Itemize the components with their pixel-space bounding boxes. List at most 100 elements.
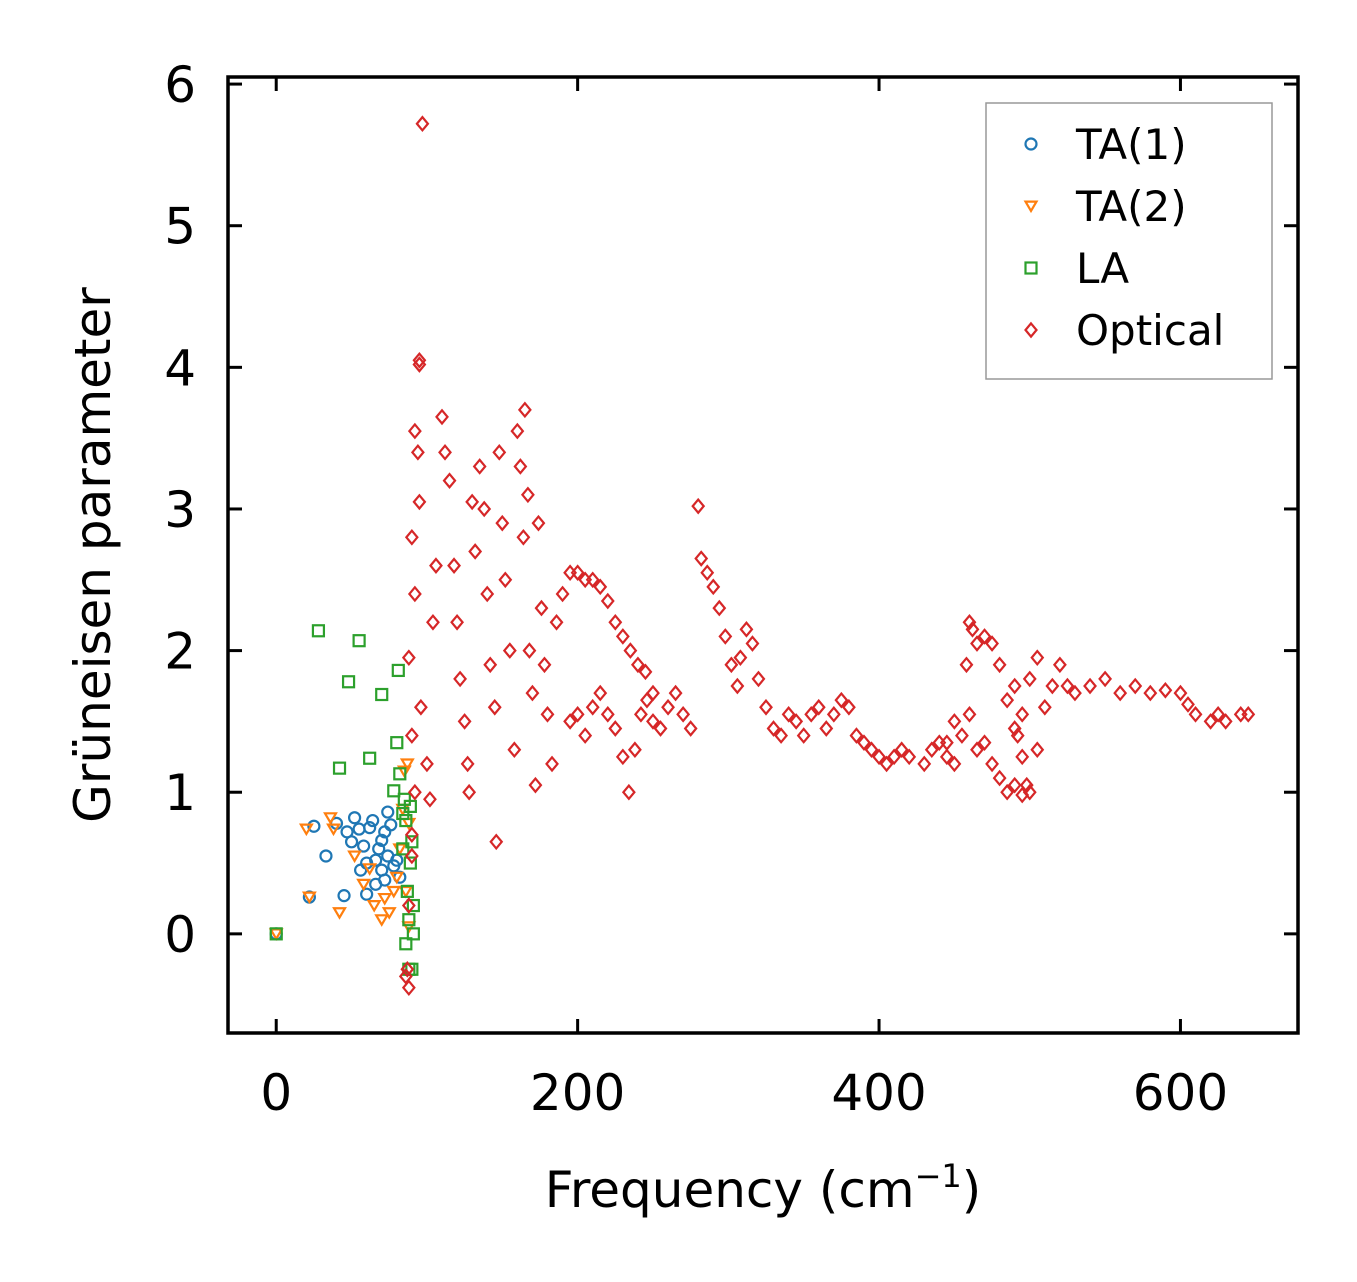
data-point bbox=[399, 758, 415, 772]
data-point bbox=[834, 691, 849, 709]
data-point bbox=[384, 818, 398, 832]
data-point bbox=[751, 670, 766, 688]
data-point bbox=[745, 635, 760, 652]
x-axis-label: Frequency (cm−1) bbox=[545, 1157, 982, 1219]
data-point bbox=[781, 706, 796, 723]
data-point bbox=[269, 927, 283, 941]
data-point bbox=[510, 422, 525, 440]
data-point bbox=[429, 557, 443, 574]
data-point bbox=[1045, 677, 1060, 695]
data-point bbox=[513, 458, 528, 475]
data-point bbox=[1052, 656, 1067, 674]
data-point bbox=[489, 833, 504, 851]
data-point bbox=[555, 585, 570, 603]
data-point bbox=[457, 713, 472, 730]
legend-label: TA(2) bbox=[1075, 182, 1187, 231]
data-point bbox=[483, 656, 498, 674]
data-point bbox=[1030, 649, 1045, 666]
data-point bbox=[393, 767, 407, 781]
data-point bbox=[407, 422, 422, 440]
data-point bbox=[826, 706, 841, 723]
data-point bbox=[540, 706, 555, 723]
legend-marker bbox=[1023, 200, 1039, 214]
y-tick-label: 1 bbox=[164, 764, 196, 822]
data-point bbox=[733, 649, 748, 666]
data-point bbox=[389, 871, 405, 885]
data-point bbox=[447, 557, 461, 574]
data-point bbox=[789, 713, 804, 730]
data-point bbox=[344, 835, 359, 849]
data-point bbox=[319, 849, 333, 863]
data-point bbox=[977, 628, 992, 645]
data-point bbox=[947, 755, 962, 773]
data-point bbox=[369, 877, 383, 891]
data-point bbox=[691, 497, 706, 515]
data-point bbox=[633, 706, 648, 723]
data-point bbox=[407, 585, 422, 603]
data-point bbox=[819, 720, 834, 737]
data-point bbox=[375, 687, 389, 702]
data-point bbox=[347, 850, 363, 864]
x-tick-label: 400 bbox=[831, 1064, 926, 1122]
data-point bbox=[1019, 776, 1034, 794]
data-point bbox=[593, 684, 608, 702]
data-point bbox=[706, 578, 721, 596]
data-point bbox=[404, 528, 419, 546]
data-point bbox=[872, 748, 886, 766]
data-point bbox=[959, 656, 974, 674]
plot-area-frame bbox=[226, 75, 1300, 1035]
data-point bbox=[387, 784, 401, 798]
data-point bbox=[700, 564, 715, 582]
data-point bbox=[1211, 706, 1226, 723]
data-point bbox=[403, 856, 417, 870]
data-point bbox=[468, 543, 483, 560]
data-point bbox=[298, 823, 314, 837]
data-point bbox=[347, 811, 362, 825]
data-point bbox=[947, 713, 962, 730]
data-point bbox=[857, 734, 871, 751]
data-point bbox=[646, 713, 660, 730]
data-point bbox=[477, 500, 492, 518]
data-point bbox=[419, 755, 434, 773]
data-point bbox=[718, 628, 733, 645]
data-point bbox=[374, 914, 390, 927]
data-point bbox=[360, 887, 374, 901]
data-point bbox=[977, 734, 992, 751]
data-point bbox=[864, 741, 879, 759]
legend-label: Optical bbox=[1076, 306, 1224, 355]
data-point bbox=[412, 356, 427, 373]
data-point bbox=[450, 613, 465, 631]
data-point bbox=[522, 642, 537, 659]
data-point bbox=[517, 401, 532, 419]
data-point bbox=[332, 761, 347, 775]
data-point bbox=[341, 675, 356, 689]
data-point bbox=[730, 677, 745, 695]
data-point bbox=[849, 727, 864, 744]
data-point bbox=[326, 823, 341, 837]
data-point bbox=[356, 878, 372, 892]
data-point bbox=[352, 634, 366, 648]
data-point bbox=[712, 599, 727, 617]
data-point bbox=[372, 842, 386, 856]
x-tick-label: 0 bbox=[260, 1064, 292, 1122]
data-point bbox=[1037, 698, 1052, 716]
data-point bbox=[640, 691, 654, 709]
axis-tick-labels: 0 200 400 600 0 1 2 3 4 5 6 bbox=[164, 56, 1228, 1122]
data-point bbox=[423, 790, 437, 808]
data-point bbox=[381, 805, 395, 819]
data-point bbox=[608, 613, 623, 631]
data-point bbox=[404, 847, 419, 865]
data-point bbox=[366, 813, 380, 828]
data-point bbox=[1022, 670, 1037, 688]
data-point bbox=[520, 486, 535, 504]
data-point bbox=[879, 755, 894, 773]
data-point bbox=[381, 907, 397, 920]
data-point bbox=[887, 748, 902, 766]
data-point bbox=[410, 444, 425, 461]
data-point bbox=[362, 863, 378, 876]
data-point bbox=[1007, 720, 1022, 737]
data-point bbox=[549, 613, 564, 631]
data-point bbox=[528, 776, 543, 794]
data-point bbox=[1083, 677, 1097, 695]
data-point bbox=[460, 755, 475, 773]
